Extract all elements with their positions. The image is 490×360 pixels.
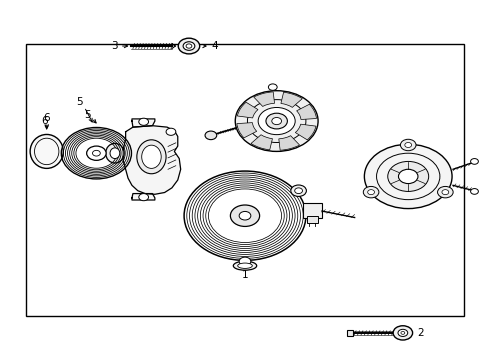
Circle shape [183, 42, 195, 50]
Circle shape [205, 131, 217, 140]
Circle shape [291, 185, 306, 197]
Ellipse shape [30, 134, 63, 168]
Wedge shape [296, 104, 317, 120]
Circle shape [470, 158, 478, 164]
Circle shape [442, 190, 449, 195]
Wedge shape [281, 92, 302, 107]
Circle shape [272, 117, 282, 125]
Circle shape [87, 146, 106, 160]
Circle shape [393, 326, 413, 340]
Ellipse shape [110, 148, 120, 158]
Circle shape [139, 194, 148, 201]
Circle shape [139, 118, 148, 125]
Circle shape [269, 84, 277, 90]
Circle shape [405, 143, 412, 148]
Text: 6: 6 [44, 113, 50, 123]
Circle shape [365, 144, 452, 208]
Circle shape [438, 186, 453, 198]
Text: 3: 3 [112, 41, 118, 51]
Text: 5: 5 [76, 97, 83, 107]
Wedge shape [251, 135, 272, 150]
Ellipse shape [233, 261, 257, 270]
Circle shape [363, 186, 379, 198]
Circle shape [239, 257, 251, 266]
Circle shape [239, 211, 251, 220]
Ellipse shape [142, 145, 161, 168]
Ellipse shape [106, 143, 124, 163]
Circle shape [388, 161, 429, 192]
Text: 4: 4 [211, 41, 218, 51]
Circle shape [258, 108, 295, 135]
Circle shape [294, 188, 302, 194]
Wedge shape [295, 124, 316, 140]
Circle shape [230, 205, 260, 226]
Circle shape [178, 38, 200, 54]
Polygon shape [132, 194, 155, 198]
Circle shape [398, 329, 408, 337]
Bar [307, 216, 318, 223]
Text: 2: 2 [417, 328, 424, 338]
Circle shape [470, 189, 478, 194]
Circle shape [400, 139, 416, 151]
Ellipse shape [238, 263, 252, 269]
Bar [303, 203, 322, 217]
Wedge shape [237, 123, 257, 138]
Circle shape [398, 169, 418, 184]
Wedge shape [237, 102, 258, 118]
Polygon shape [123, 126, 181, 194]
Wedge shape [279, 136, 299, 150]
Text: 6: 6 [41, 116, 48, 126]
Bar [347, 330, 353, 336]
Circle shape [235, 91, 318, 152]
Circle shape [368, 190, 374, 195]
Ellipse shape [137, 140, 166, 174]
Circle shape [266, 113, 288, 129]
Wedge shape [254, 92, 274, 107]
Text: 5: 5 [84, 110, 91, 120]
Bar [26, 44, 464, 316]
Text: 1: 1 [242, 270, 248, 280]
Circle shape [166, 128, 176, 135]
Polygon shape [132, 121, 155, 127]
